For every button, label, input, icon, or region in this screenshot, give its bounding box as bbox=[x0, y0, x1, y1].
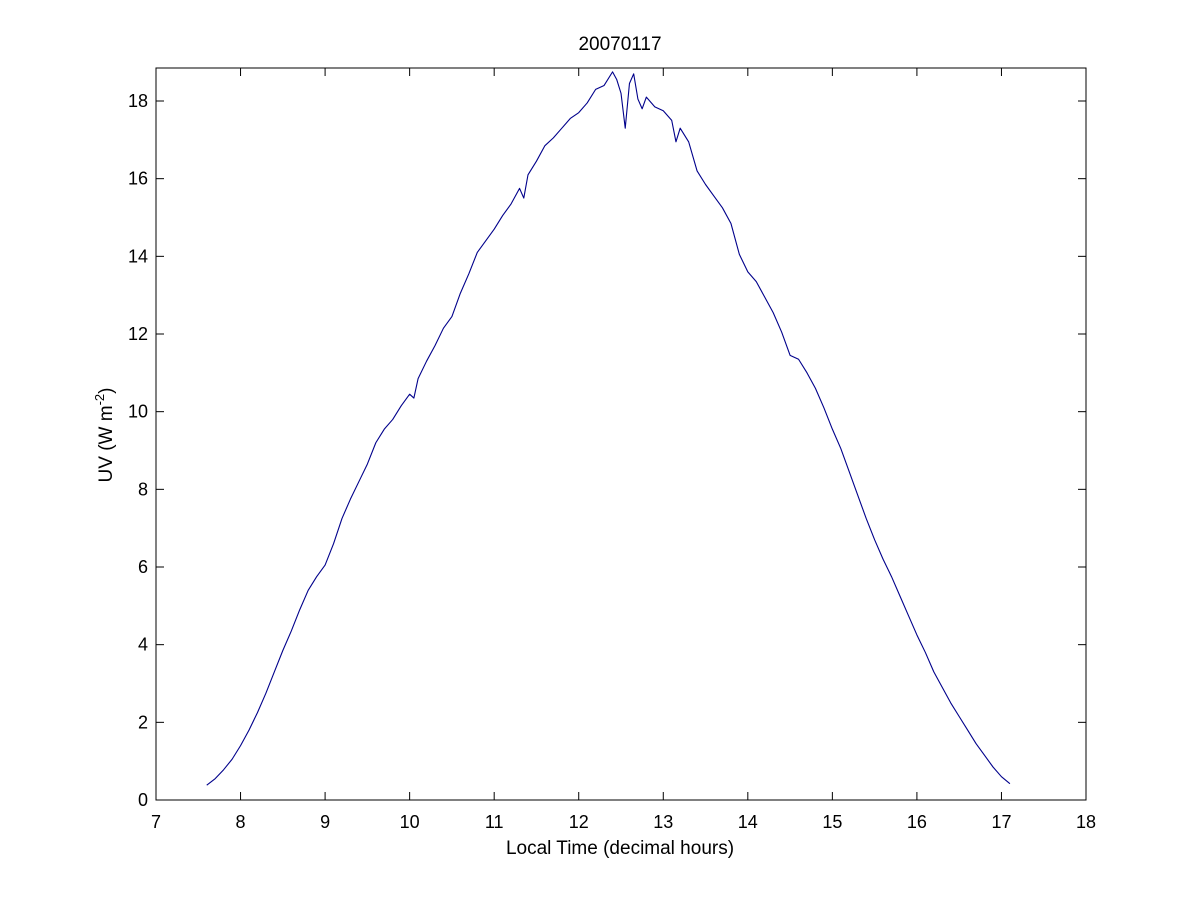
x-tick-label: 12 bbox=[569, 812, 589, 832]
x-tick-label: 8 bbox=[236, 812, 246, 832]
y-tick-label: 6 bbox=[138, 557, 148, 577]
plot-area: 7 8 9 10 11 12 13 14 15 16 17 18 0 2 4 6 8 10 12 14 16 18 bbox=[128, 67, 1096, 832]
chart-title: 20070117 bbox=[578, 34, 661, 55]
y-axis-label-main: UV (W m bbox=[96, 405, 117, 482]
x-tick-label: 15 bbox=[822, 812, 842, 832]
y-tick-label: 14 bbox=[128, 246, 148, 266]
x-tick-label: 14 bbox=[738, 812, 758, 832]
uv-series-line bbox=[206, 71, 1011, 786]
y-tick-label: 16 bbox=[128, 169, 148, 189]
y-axis: 0 2 4 6 8 10 12 14 16 18 bbox=[128, 91, 1086, 810]
y-tick-label: 10 bbox=[128, 402, 148, 422]
x-axis: 7 8 9 10 11 12 13 14 15 16 17 18 bbox=[151, 68, 1096, 832]
y-axis-label-close: ) bbox=[96, 388, 117, 394]
x-tick-label: 11 bbox=[485, 812, 504, 832]
x-tick-label: 9 bbox=[320, 812, 330, 832]
y-tick-label: 8 bbox=[138, 479, 148, 499]
y-axis-label: UV (W m-2) bbox=[92, 388, 117, 483]
x-tick-label: 13 bbox=[653, 812, 673, 832]
y-tick-label: 18 bbox=[128, 91, 148, 111]
y-tick-label: 2 bbox=[138, 712, 148, 732]
x-tick-label: 17 bbox=[991, 812, 1011, 832]
series-layer bbox=[206, 71, 1011, 786]
y-tick-label: 4 bbox=[138, 635, 148, 655]
y-axis-label-superscript: -2 bbox=[92, 394, 107, 406]
x-tick-label: 7 bbox=[151, 812, 161, 832]
axes-box bbox=[155, 67, 1087, 801]
y-tick-label: 0 bbox=[138, 790, 148, 810]
x-axis-label: Local Time (decimal hours) bbox=[506, 838, 734, 859]
x-tick-label: 18 bbox=[1076, 812, 1096, 832]
x-tick-label: 16 bbox=[907, 812, 927, 832]
y-tick-label: 12 bbox=[128, 324, 148, 344]
x-tick-label: 10 bbox=[400, 812, 420, 832]
